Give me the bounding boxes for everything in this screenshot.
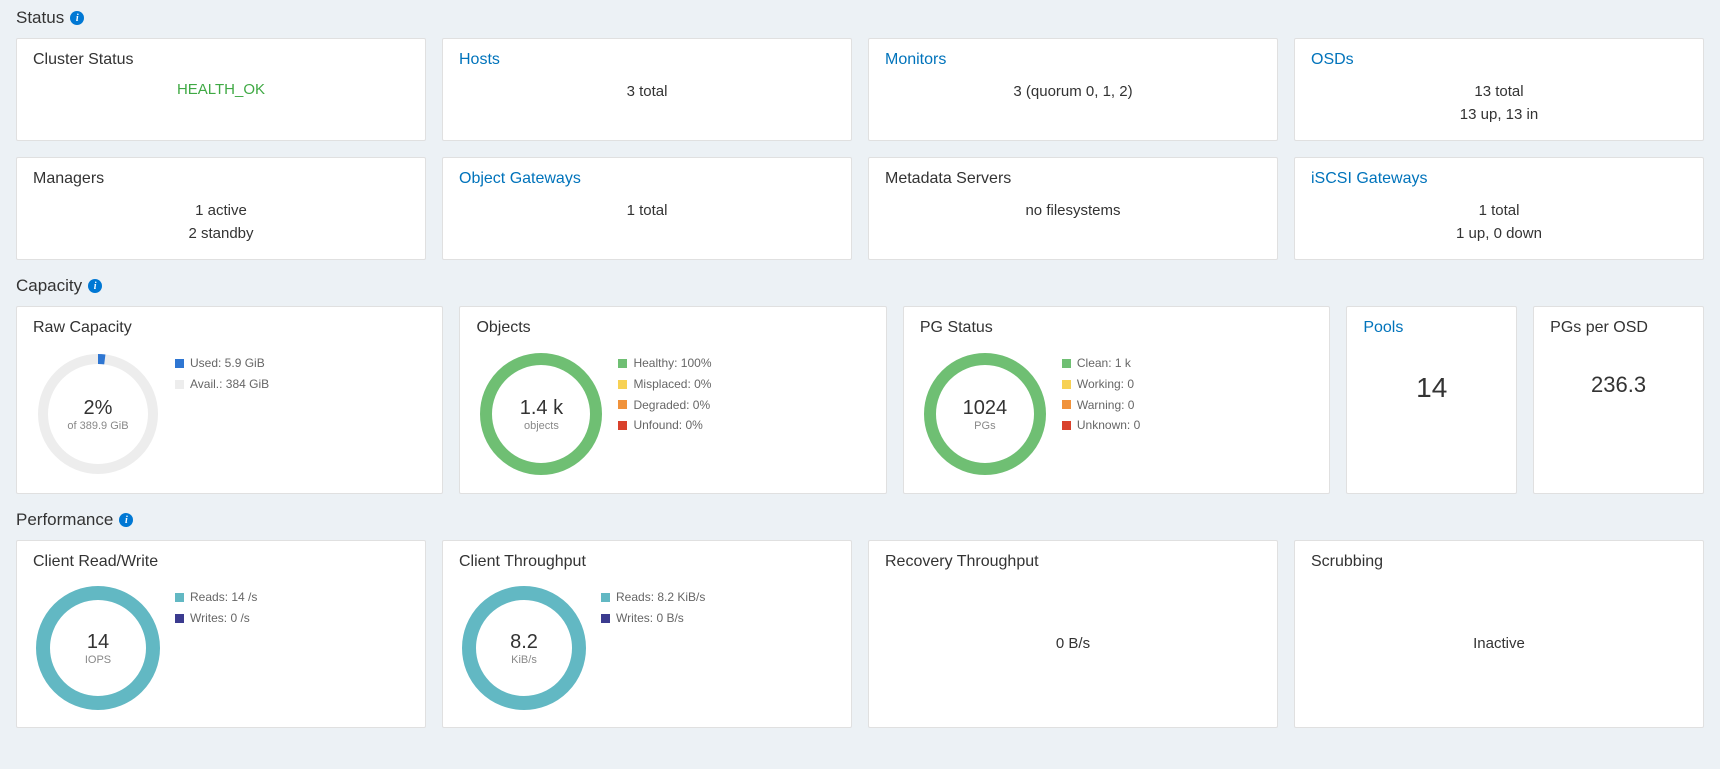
legend-item: Reads: 14 /s xyxy=(175,589,257,606)
card-pools: Pools 14 xyxy=(1346,306,1517,494)
card-title: Cluster Status xyxy=(33,51,409,69)
legend-item: Unfound: 0% xyxy=(618,417,711,434)
card-title: Managers xyxy=(33,170,409,188)
info-icon[interactable]: i xyxy=(88,279,102,293)
info-icon[interactable]: i xyxy=(119,513,133,527)
card-scrubbing: Scrubbing Inactive xyxy=(1294,540,1704,728)
legend-item: Unknown: 0 xyxy=(1062,417,1140,434)
legend-item: Writes: 0 B/s xyxy=(601,610,705,627)
card-title: Scrubbing xyxy=(1311,553,1687,571)
legend-item: Working: 0 xyxy=(1062,376,1140,393)
legend-item: Avail.: 384 GiB xyxy=(175,376,269,393)
throughput-legend: Reads: 8.2 KiB/s Writes: 0 B/s xyxy=(601,589,705,631)
pools-count: 14 xyxy=(1363,372,1500,404)
legend-item: Clean: 1 k xyxy=(1062,355,1140,372)
rw-donut: 14 IOPS xyxy=(33,583,163,713)
card-title: Raw Capacity xyxy=(33,319,426,337)
status-row-2: Managers 1 active 2 standby Object Gatew… xyxy=(16,157,1704,260)
legend-item: Used: 5.9 GiB xyxy=(175,355,269,372)
card-title: Metadata Servers xyxy=(885,170,1261,188)
legend-item: Misplaced: 0% xyxy=(618,376,711,393)
raw-capacity-donut: 2% of 389.9 GiB xyxy=(33,349,163,479)
card-title: Objects xyxy=(476,319,869,337)
section-title: Capacity xyxy=(16,276,82,296)
donut-center-sub: IOPS xyxy=(85,654,111,666)
card-title-link[interactable]: Monitors xyxy=(885,51,1261,69)
legend-item: Reads: 8.2 KiB/s xyxy=(601,589,705,606)
donut-center-value: 1024 xyxy=(963,397,1008,420)
card-hosts: Hosts 3 total xyxy=(442,38,852,141)
info-icon[interactable]: i xyxy=(70,11,84,25)
legend-item: Healthy: 100% xyxy=(618,355,711,372)
card-pg-status: PG Status 1024 PGs Clean: 1 k Working: 0… xyxy=(903,306,1330,494)
card-pgs-per-osd: PGs per OSD 236.3 xyxy=(1533,306,1704,494)
card-body: no filesystems xyxy=(885,200,1261,223)
section-header-capacity: Capacity i xyxy=(16,276,1704,296)
recovery-value: 0 B/s xyxy=(885,583,1261,703)
cluster-health-value: HEALTH_OK xyxy=(33,81,409,98)
capacity-row: Raw Capacity 2% of 389.9 GiB Used: 5.9 G… xyxy=(16,306,1704,494)
objects-donut: 1.4 k objects xyxy=(476,349,606,479)
card-body: 1 total xyxy=(459,200,835,223)
donut-center-sub: objects xyxy=(524,420,559,432)
throughput-donut: 8.2 KiB/s xyxy=(459,583,589,713)
scrubbing-value: Inactive xyxy=(1311,583,1687,703)
card-metadata-servers: Metadata Servers no filesystems xyxy=(868,157,1278,260)
card-body: 13 total 13 up, 13 in xyxy=(1311,81,1687,126)
donut-center-value: 1.4 k xyxy=(520,397,563,420)
donut-center-value: 2% xyxy=(84,397,113,420)
card-object-gateways: Object Gateways 1 total xyxy=(442,157,852,260)
card-title: Client Read/Write xyxy=(33,553,409,571)
card-title-link[interactable]: Hosts xyxy=(459,51,835,69)
legend-item: Warning: 0 xyxy=(1062,397,1140,414)
card-osds: OSDs 13 total 13 up, 13 in xyxy=(1294,38,1704,141)
status-row-1: Cluster Status HEALTH_OK Hosts 3 total M… xyxy=(16,38,1704,141)
donut-center-sub: KiB/s xyxy=(511,654,537,666)
card-title-link[interactable]: iSCSI Gateways xyxy=(1311,170,1687,188)
pgs-per-osd-value: 236.3 xyxy=(1550,372,1687,398)
card-raw-capacity: Raw Capacity 2% of 389.9 GiB Used: 5.9 G… xyxy=(16,306,443,494)
card-body: 1 total 1 up, 0 down xyxy=(1311,200,1687,245)
card-body: 3 total xyxy=(459,81,835,104)
card-objects: Objects 1.4 k objects Healthy: 100% Misp… xyxy=(459,306,886,494)
card-title: PG Status xyxy=(920,319,1313,337)
donut-center-sub: of 389.9 GiB xyxy=(67,420,128,432)
card-title: Recovery Throughput xyxy=(885,553,1261,571)
rw-legend: Reads: 14 /s Writes: 0 /s xyxy=(175,589,257,631)
section-title: Status xyxy=(16,8,64,28)
card-title: Client Throughput xyxy=(459,553,835,571)
card-title-link[interactable]: OSDs xyxy=(1311,51,1687,69)
legend-item: Degraded: 0% xyxy=(618,397,711,414)
card-title: PGs per OSD xyxy=(1550,319,1687,337)
card-client-rw: Client Read/Write 14 IOPS Reads: 14 /s W… xyxy=(16,540,426,728)
card-body: 3 (quorum 0, 1, 2) xyxy=(885,81,1261,104)
pg-legend: Clean: 1 k Working: 0 Warning: 0 Unknown… xyxy=(1062,355,1140,438)
card-title-link[interactable]: Pools xyxy=(1363,319,1500,337)
performance-row: Client Read/Write 14 IOPS Reads: 14 /s W… xyxy=(16,540,1704,728)
card-cluster-status: Cluster Status HEALTH_OK xyxy=(16,38,426,141)
card-body: 1 active 2 standby xyxy=(33,200,409,245)
raw-capacity-legend: Used: 5.9 GiB Avail.: 384 GiB xyxy=(175,355,269,397)
donut-center-value: 14 xyxy=(87,631,109,654)
card-recovery-throughput: Recovery Throughput 0 B/s xyxy=(868,540,1278,728)
section-header-status: Status i xyxy=(16,8,1704,28)
objects-legend: Healthy: 100% Misplaced: 0% Degraded: 0%… xyxy=(618,355,711,438)
card-title-link[interactable]: Object Gateways xyxy=(459,170,835,188)
donut-center-value: 8.2 xyxy=(510,631,538,654)
card-client-throughput: Client Throughput 8.2 KiB/s Reads: 8.2 K… xyxy=(442,540,852,728)
section-title: Performance xyxy=(16,510,113,530)
card-monitors: Monitors 3 (quorum 0, 1, 2) xyxy=(868,38,1278,141)
section-header-performance: Performance i xyxy=(16,510,1704,530)
legend-item: Writes: 0 /s xyxy=(175,610,257,627)
donut-center-sub: PGs xyxy=(974,420,995,432)
card-iscsi-gateways: iSCSI Gateways 1 total 1 up, 0 down xyxy=(1294,157,1704,260)
card-managers: Managers 1 active 2 standby xyxy=(16,157,426,260)
pg-donut: 1024 PGs xyxy=(920,349,1050,479)
